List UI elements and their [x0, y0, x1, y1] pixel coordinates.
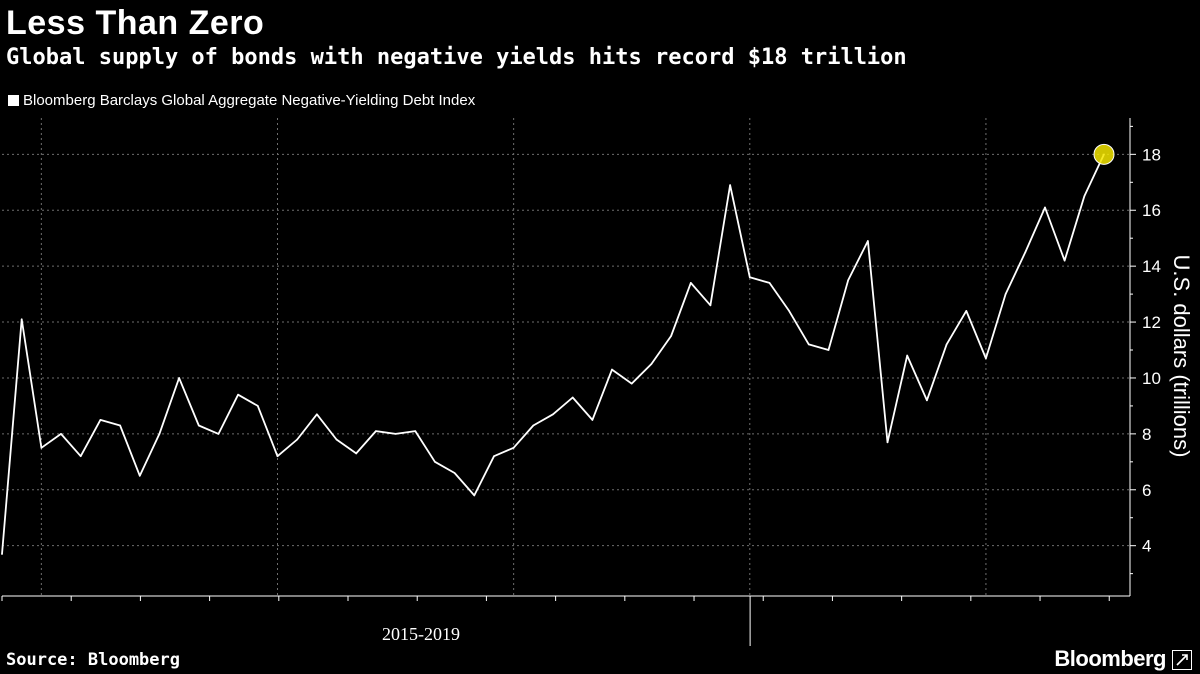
data-point	[1063, 259, 1066, 262]
data-point	[473, 494, 476, 497]
legend-swatch	[8, 95, 19, 106]
data-point	[985, 357, 987, 360]
data-point	[611, 368, 613, 371]
data-point	[945, 343, 948, 346]
data-point	[119, 424, 121, 427]
data-point	[906, 354, 909, 357]
data-point	[217, 433, 220, 435]
y-axis-label: U.S. dollars (trillions)	[1169, 255, 1194, 458]
data-point	[827, 349, 830, 351]
data-point	[748, 276, 751, 279]
data-point	[1044, 206, 1046, 209]
data-point	[670, 335, 672, 337]
chart-subtitle: Global supply of bonds with negative yie…	[6, 45, 907, 70]
data-point	[493, 455, 495, 458]
y-tick-label: 16	[1142, 201, 1161, 220]
data-point	[630, 382, 633, 385]
data-point	[552, 413, 554, 416]
data-point	[375, 430, 377, 432]
data-point	[926, 399, 928, 402]
legend: Bloomberg Barclays Global Aggregate Nega…	[8, 92, 475, 109]
data-point	[847, 279, 849, 281]
series	[1, 143, 1115, 555]
data-point	[453, 472, 456, 474]
y-tick-label: 6	[1142, 481, 1151, 500]
data-point	[886, 441, 889, 444]
data-point	[532, 424, 535, 427]
data-point	[178, 377, 180, 379]
data-point	[79, 455, 82, 458]
y-tick-label: 14	[1142, 257, 1161, 276]
data-point	[138, 475, 141, 477]
legend-label: Bloomberg Barclays Global Aggregate Nega…	[23, 92, 476, 109]
data-point	[237, 393, 239, 396]
source-note: Source: Bloomberg	[6, 650, 180, 670]
data-point	[158, 433, 161, 435]
data-point	[1024, 251, 1027, 253]
data-point	[197, 424, 200, 427]
data-point	[808, 343, 810, 346]
data-point	[276, 455, 279, 458]
data-point	[965, 310, 968, 312]
data-point	[335, 438, 338, 441]
data-point	[414, 430, 417, 432]
data-point	[512, 447, 515, 449]
data-point	[296, 438, 298, 441]
chart-title: Less Than Zero	[6, 4, 265, 42]
y-tick-label: 10	[1142, 369, 1161, 388]
data-point	[689, 282, 692, 284]
data-point	[355, 452, 358, 455]
data-point	[20, 318, 23, 321]
data-point	[316, 413, 318, 416]
data-point	[650, 363, 653, 365]
y-tick-label: 18	[1142, 145, 1161, 164]
data-point	[1, 553, 3, 555]
data-point	[709, 304, 712, 307]
data-point	[591, 419, 594, 421]
grid	[2, 118, 1130, 596]
data-point	[394, 433, 397, 435]
data-point	[257, 405, 259, 407]
y-tick-label: 4	[1142, 537, 1151, 556]
y-tick-label: 8	[1142, 425, 1151, 444]
series-line	[1, 153, 1105, 555]
data-point	[434, 461, 436, 463]
data-point	[99, 419, 102, 421]
bloomberg-logo-icon	[1172, 650, 1192, 670]
data-point	[729, 184, 731, 186]
data-point	[1004, 293, 1007, 295]
record-highlight-marker	[1093, 143, 1115, 165]
data-point	[788, 310, 790, 312]
x-axis-label: 2015-2019	[382, 624, 460, 644]
data-point	[571, 396, 574, 399]
data-point	[768, 282, 771, 284]
data-point	[60, 433, 62, 435]
y-tick-label: 12	[1142, 313, 1161, 332]
bloomberg-wordmark: Bloomberg	[1054, 646, 1166, 671]
data-point	[40, 447, 43, 449]
data-point	[1083, 195, 1086, 198]
data-point	[867, 240, 869, 242]
axes: 4 6 8 10 12 14 16 18	[1, 118, 1161, 646]
